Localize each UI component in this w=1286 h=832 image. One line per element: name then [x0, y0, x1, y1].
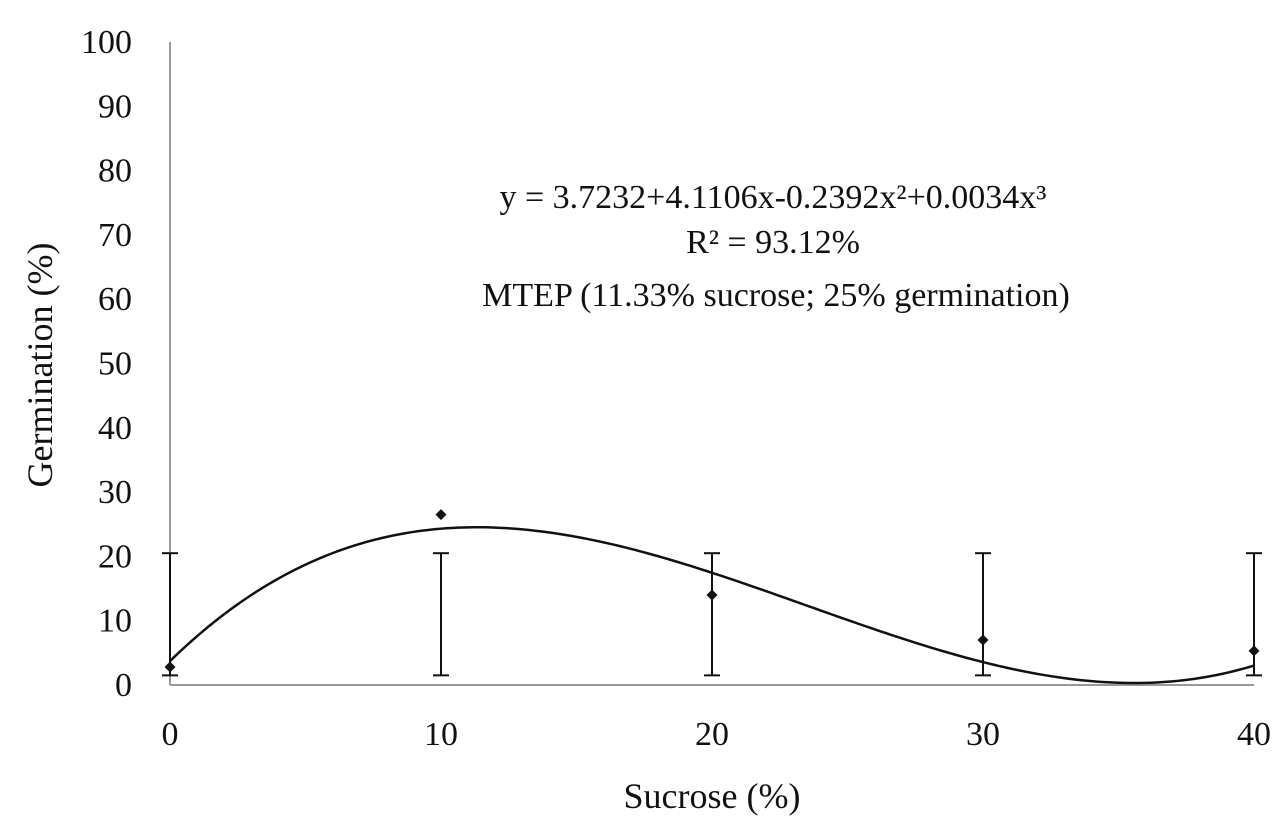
data-point: [164, 661, 176, 673]
y-tick-label: 60: [98, 281, 132, 318]
error-bar: [1246, 552, 1262, 677]
y-tick-label: 70: [98, 217, 132, 254]
y-tick-label: 10: [98, 603, 132, 640]
x-tick-label: 0: [162, 716, 179, 753]
annotation-mtep: MTEP (11.33% sucrose; 25% germination): [482, 277, 1070, 314]
error-bar: [975, 552, 991, 677]
y-tick-label: 40: [98, 410, 132, 447]
x-tick-label: 30: [966, 716, 1000, 753]
x-axis-title: Sucrose (%): [624, 776, 801, 816]
error-bars: [162, 552, 1262, 677]
x-tick-label: 20: [695, 716, 729, 753]
x-tick-label: 10: [424, 716, 458, 753]
y-tick-label: 100: [81, 24, 132, 61]
y-tick-label: 80: [98, 153, 132, 190]
data-points: [164, 509, 1260, 673]
annotation-equation: y = 3.7232+4.1106x-0.2392x²+0.0034x³: [500, 179, 1047, 216]
data-point: [706, 589, 718, 601]
error-bar: [162, 552, 178, 677]
y-axis-title: Germination (%): [20, 243, 60, 488]
tick-labels: 0 10 20 30 40 50 60 70 80 90 100 0 10 20 30 40: [81, 24, 1271, 753]
data-point: [977, 634, 989, 646]
x-tick-label: 40: [1237, 716, 1271, 753]
data-point: [435, 509, 447, 521]
y-tick-label: 0: [115, 667, 132, 704]
fit-curve: [169, 525, 1255, 685]
y-tick-label: 30: [98, 474, 132, 511]
annotation-r-squared: R² = 93.12%: [686, 224, 860, 261]
data-point: [1248, 645, 1260, 657]
error-bar: [433, 552, 449, 677]
y-tick-label: 90: [98, 88, 132, 125]
y-tick-label: 20: [98, 538, 132, 575]
y-tick-label: 50: [98, 346, 132, 383]
